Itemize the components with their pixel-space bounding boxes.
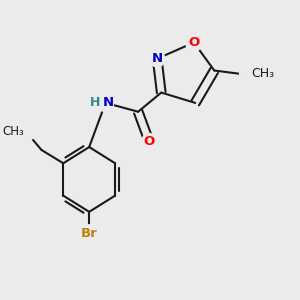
Circle shape (18, 124, 35, 141)
Circle shape (150, 50, 165, 67)
Text: CH₃: CH₃ (251, 67, 274, 80)
Text: Br: Br (81, 226, 98, 239)
Text: O: O (188, 36, 200, 49)
Text: H: H (90, 96, 101, 110)
Circle shape (240, 65, 257, 84)
Text: N: N (103, 96, 114, 110)
Circle shape (97, 94, 114, 112)
Circle shape (82, 225, 97, 241)
Text: O: O (143, 135, 155, 148)
Text: CH₃: CH₃ (3, 125, 24, 138)
Text: N: N (152, 52, 163, 65)
Circle shape (142, 134, 156, 149)
Circle shape (186, 34, 202, 51)
